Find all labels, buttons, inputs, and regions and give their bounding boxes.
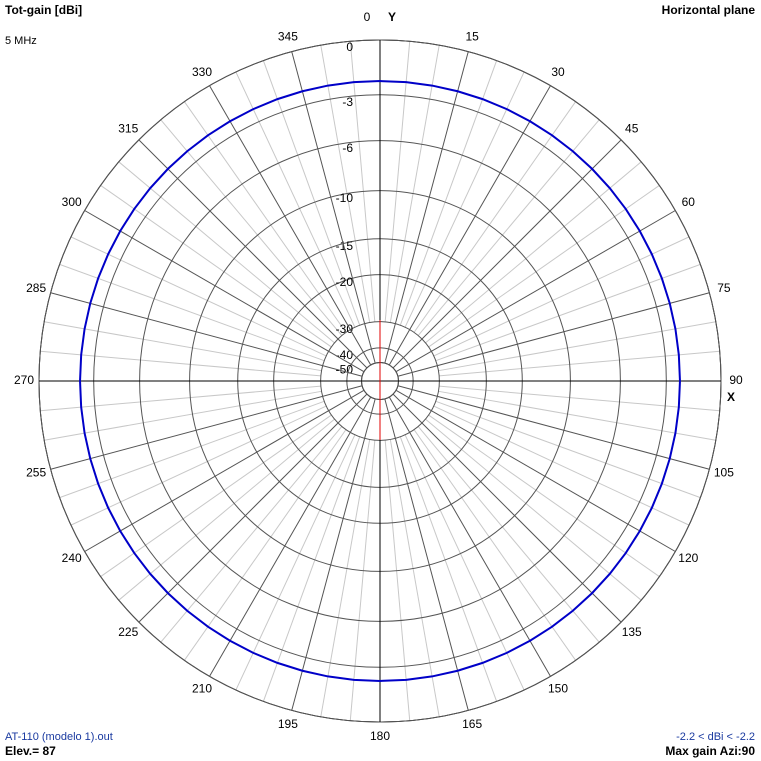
x-axis-label: X (727, 390, 735, 404)
grid-spoke (84, 210, 365, 373)
elevation-label: Elev.= 87 (5, 744, 56, 758)
chart-title: Tot-gain [dBi] (5, 3, 82, 17)
angle-tick-label: 330 (192, 65, 212, 79)
grid-spoke (291, 51, 376, 364)
frequency-label: 5 MHz (5, 35, 37, 47)
grid-spoke (138, 139, 368, 369)
angle-tick-label: 225 (118, 625, 138, 639)
grid-spoke (392, 393, 622, 623)
grid-spoke (291, 398, 376, 711)
r-tick-label: -3 (342, 95, 353, 109)
chart-subtitle: Horizontal plane (662, 3, 756, 17)
angle-tick-label: 15 (465, 29, 479, 43)
grid-spoke (209, 85, 372, 366)
grid-spoke (384, 51, 469, 364)
angle-tick-label: 45 (625, 121, 639, 135)
grid-spoke (388, 85, 551, 366)
grid-spoke (397, 385, 710, 470)
angle-tick-label: 240 (62, 551, 82, 565)
r-tick-label: -20 (336, 275, 354, 289)
angle-tick-label: 90 (729, 373, 743, 387)
r-tick-label: -40 (336, 348, 354, 362)
angle-tick-label: 180 (370, 729, 390, 743)
angle-tick-label: 60 (682, 195, 696, 209)
angle-tick-label: 120 (678, 551, 698, 565)
angle-tick-label: 270 (14, 373, 34, 387)
angle-tick-label: 150 (548, 681, 568, 695)
angle-tick-label: 30 (551, 65, 565, 79)
gain-trace (79, 80, 681, 682)
grid-spoke (392, 139, 622, 369)
r-tick-label: -10 (336, 191, 354, 205)
angle-tick-label: 315 (118, 121, 138, 135)
r-tick-label: 0 (346, 40, 353, 54)
angle-tick-label: 300 (62, 195, 82, 209)
angle-tick-label: 135 (622, 625, 642, 639)
angle-tick-label: 0 (364, 10, 371, 24)
max-gain-label: Max gain Azi:90 (665, 744, 755, 758)
grid-spoke (388, 396, 551, 677)
r-tick-label: -6 (342, 141, 353, 155)
angle-tick-label: 195 (278, 717, 298, 731)
angle-tick-label: 165 (462, 717, 482, 731)
grid-spoke (397, 292, 710, 377)
grid-spoke (395, 389, 676, 552)
grid-spoke (384, 398, 469, 711)
grid-spoke (209, 396, 372, 677)
r-tick-label: -30 (336, 322, 354, 336)
grid-spoke (50, 385, 363, 470)
angle-tick-label: 255 (26, 465, 46, 479)
r-tick-label: -15 (336, 239, 354, 253)
grid-spoke (395, 210, 676, 373)
y-axis-label: Y (388, 10, 396, 24)
angle-tick-label: 105 (714, 465, 734, 479)
angle-tick-label: 285 (26, 281, 46, 295)
grid-spoke (84, 389, 365, 552)
grid-spoke (138, 393, 368, 623)
angle-tick-label: 75 (717, 281, 731, 295)
range-label: -2.2 < dBi < -2.2 (676, 731, 755, 743)
angle-tick-label: 210 (192, 681, 212, 695)
grid: 0-3-6-10-15-20-30-40-5001530456075901051… (14, 10, 743, 743)
file-label: AT-110 (modelo 1).out (5, 731, 113, 743)
plot (79, 80, 681, 682)
grid-spoke (50, 292, 363, 377)
angle-tick-label: 345 (278, 29, 298, 43)
